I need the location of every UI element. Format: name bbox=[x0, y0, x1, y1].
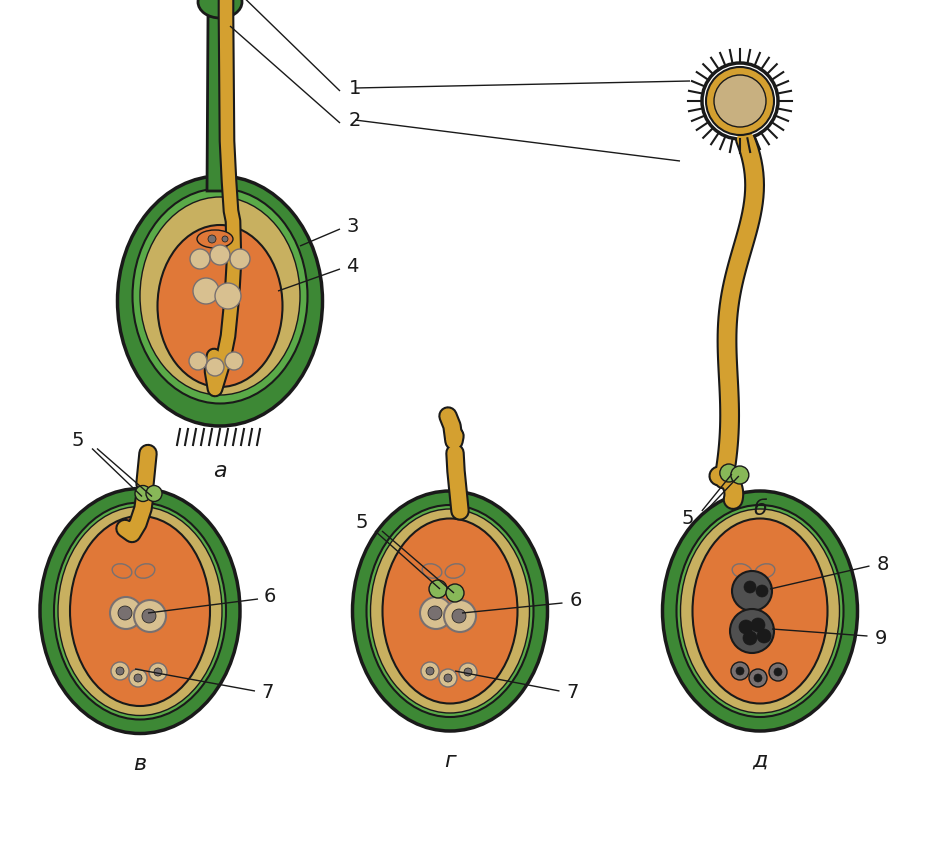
Ellipse shape bbox=[755, 563, 775, 579]
Ellipse shape bbox=[58, 506, 222, 716]
Text: 5: 5 bbox=[682, 510, 694, 528]
Circle shape bbox=[225, 352, 243, 370]
Ellipse shape bbox=[118, 176, 322, 426]
Text: 6: 6 bbox=[570, 591, 582, 611]
Circle shape bbox=[444, 674, 452, 682]
Text: д: д bbox=[752, 751, 768, 771]
Circle shape bbox=[428, 606, 442, 620]
Circle shape bbox=[757, 629, 771, 643]
Circle shape bbox=[208, 235, 216, 243]
Ellipse shape bbox=[370, 509, 529, 713]
Ellipse shape bbox=[446, 563, 464, 579]
Circle shape bbox=[154, 668, 162, 676]
Circle shape bbox=[754, 674, 762, 682]
Circle shape bbox=[149, 663, 167, 681]
Circle shape bbox=[720, 464, 738, 482]
Circle shape bbox=[116, 667, 124, 675]
Text: 7: 7 bbox=[566, 684, 579, 702]
Circle shape bbox=[110, 597, 142, 629]
Ellipse shape bbox=[158, 225, 283, 387]
Ellipse shape bbox=[197, 230, 233, 248]
Ellipse shape bbox=[677, 505, 843, 717]
Circle shape bbox=[146, 485, 162, 501]
Ellipse shape bbox=[112, 563, 132, 579]
Text: г: г bbox=[444, 751, 456, 771]
Circle shape bbox=[730, 609, 774, 653]
Polygon shape bbox=[207, 16, 233, 191]
Circle shape bbox=[429, 580, 447, 598]
Circle shape bbox=[426, 667, 434, 675]
Text: 4: 4 bbox=[346, 257, 358, 276]
FancyArrowPatch shape bbox=[742, 563, 753, 579]
Circle shape bbox=[731, 662, 749, 680]
Text: 5: 5 bbox=[71, 431, 85, 450]
Text: 2: 2 bbox=[349, 110, 361, 130]
Circle shape bbox=[222, 236, 228, 242]
Ellipse shape bbox=[70, 516, 210, 706]
Text: а: а bbox=[213, 461, 227, 481]
Circle shape bbox=[215, 283, 241, 309]
Circle shape bbox=[111, 662, 129, 680]
Circle shape bbox=[193, 278, 219, 304]
Circle shape bbox=[459, 663, 477, 681]
Circle shape bbox=[190, 249, 210, 269]
Circle shape bbox=[706, 67, 774, 135]
Circle shape bbox=[714, 75, 766, 127]
Circle shape bbox=[439, 669, 457, 687]
Ellipse shape bbox=[140, 197, 300, 395]
Circle shape bbox=[774, 668, 782, 676]
Circle shape bbox=[739, 620, 753, 634]
Ellipse shape bbox=[693, 519, 827, 704]
Ellipse shape bbox=[40, 489, 240, 733]
Text: 3: 3 bbox=[347, 216, 359, 235]
Ellipse shape bbox=[383, 519, 518, 704]
Ellipse shape bbox=[681, 509, 839, 713]
Circle shape bbox=[743, 631, 757, 645]
Circle shape bbox=[736, 667, 744, 675]
Circle shape bbox=[730, 466, 749, 484]
Circle shape bbox=[210, 245, 230, 265]
Text: 9: 9 bbox=[874, 628, 886, 648]
Circle shape bbox=[189, 352, 207, 370]
Ellipse shape bbox=[54, 503, 226, 720]
Circle shape bbox=[744, 581, 756, 593]
Circle shape bbox=[702, 63, 778, 139]
Ellipse shape bbox=[732, 563, 752, 579]
Ellipse shape bbox=[422, 563, 442, 579]
Circle shape bbox=[135, 485, 151, 501]
Circle shape bbox=[206, 358, 224, 376]
Circle shape bbox=[142, 609, 156, 623]
Circle shape bbox=[134, 674, 142, 682]
FancyArrowPatch shape bbox=[121, 563, 133, 579]
Circle shape bbox=[444, 600, 476, 632]
Circle shape bbox=[230, 249, 250, 269]
Circle shape bbox=[756, 585, 768, 597]
Ellipse shape bbox=[663, 491, 857, 731]
Circle shape bbox=[129, 669, 147, 687]
Circle shape bbox=[446, 584, 464, 602]
Circle shape bbox=[464, 668, 472, 676]
Ellipse shape bbox=[198, 0, 242, 18]
Circle shape bbox=[421, 662, 439, 680]
Circle shape bbox=[732, 571, 772, 611]
Ellipse shape bbox=[352, 491, 547, 731]
Text: 7: 7 bbox=[262, 684, 274, 702]
Text: б: б bbox=[753, 499, 767, 519]
Circle shape bbox=[420, 597, 452, 629]
Text: 1: 1 bbox=[349, 78, 361, 98]
Circle shape bbox=[134, 600, 166, 632]
Ellipse shape bbox=[135, 563, 155, 579]
Text: 6: 6 bbox=[264, 588, 276, 606]
Ellipse shape bbox=[367, 505, 534, 717]
Text: 5: 5 bbox=[355, 514, 368, 532]
Circle shape bbox=[749, 669, 767, 687]
Circle shape bbox=[452, 609, 466, 623]
Ellipse shape bbox=[133, 188, 307, 404]
Circle shape bbox=[769, 663, 787, 681]
Circle shape bbox=[751, 618, 765, 632]
Text: 8: 8 bbox=[876, 554, 888, 574]
FancyArrowPatch shape bbox=[431, 563, 444, 579]
Text: в: в bbox=[133, 754, 147, 774]
Circle shape bbox=[118, 606, 132, 620]
